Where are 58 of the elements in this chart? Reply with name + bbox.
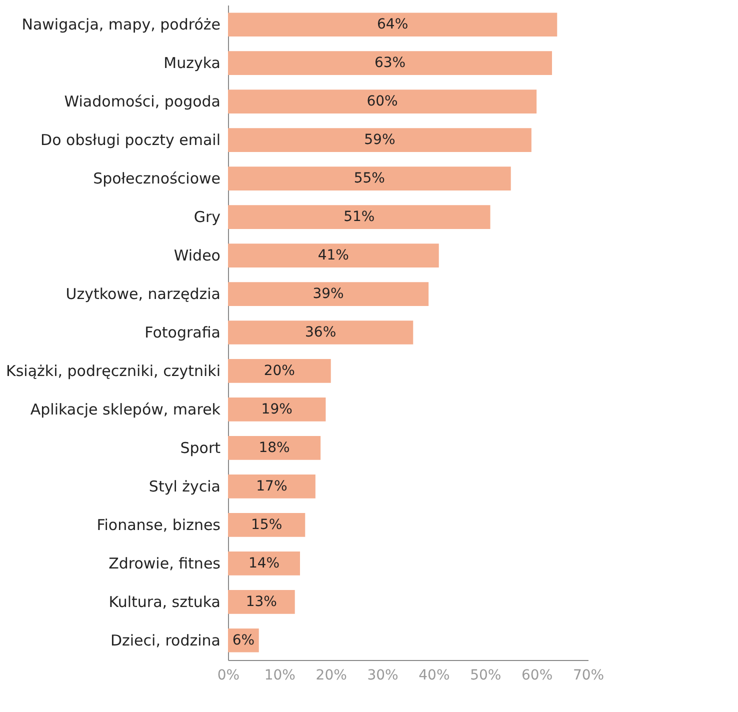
bar (228, 205, 490, 229)
y-tick-label: Fotografia (144, 324, 220, 342)
y-tick-label: Książki, podręczniki, czytniki (6, 362, 220, 380)
bar (228, 128, 532, 152)
y-tick-label: Styl życia (148, 477, 220, 496)
x-tick-label: 20% (316, 668, 347, 684)
bar (228, 512, 306, 537)
data-label: 18% (258, 440, 290, 456)
data-label: 51% (344, 209, 375, 226)
y-tick-label: Gry (194, 208, 221, 226)
bar (228, 551, 300, 576)
data-label: 17% (256, 478, 288, 494)
data-label: 15% (251, 516, 282, 533)
data-label: 36% (305, 324, 336, 340)
y-tick-label: Uzytkowe, narzędzia (66, 285, 220, 304)
y-tick-label: Nawigacja, mapy, podróże (22, 16, 220, 34)
bar (228, 90, 537, 114)
data-label: 63% (374, 55, 406, 72)
bar (228, 474, 316, 498)
bar (228, 590, 295, 614)
data-label: 6% (232, 632, 255, 648)
bar (228, 12, 558, 37)
data-label: 13% (246, 594, 277, 610)
y-tick-label: Społecznościowe (93, 170, 220, 188)
y-tick-label: Kultura, sztuka (108, 592, 220, 611)
bar (228, 398, 326, 422)
bar (228, 51, 552, 76)
y-tick-label: Fionanse, biznes (96, 516, 221, 534)
x-tick-label: 0% (217, 668, 240, 684)
x-tick-label: 60% (522, 668, 553, 684)
bar (228, 244, 439, 268)
y-tick-label: Wideo (174, 246, 220, 265)
x-tick-label: 70% (572, 668, 604, 684)
data-label: 41% (318, 248, 349, 264)
data-label: 60% (366, 94, 398, 110)
data-label: 19% (261, 401, 292, 418)
y-tick-label: Zdrowie, fitnes (108, 554, 221, 572)
data-label: 55% (354, 170, 385, 187)
y-tick-label: Aplikacje sklepów, marek (30, 400, 221, 418)
data-label: 20% (264, 362, 295, 379)
data-label: 59% (364, 132, 396, 148)
y-tick-label: Wiadomości, pogoda (64, 92, 220, 111)
data-label: 14% (248, 555, 280, 572)
bar (228, 359, 331, 383)
x-tick-label: 10% (264, 668, 296, 684)
y-tick-label: Muzyka (164, 54, 220, 72)
y-tick-label: Do obsługi poczty email (40, 131, 220, 150)
data-label: 64% (377, 16, 408, 33)
x-tick-label: 50% (470, 668, 502, 684)
x-tick-label: 30% (367, 668, 398, 684)
data-label: 39% (312, 286, 344, 302)
bar (228, 436, 321, 460)
x-tick-label: 40% (418, 668, 450, 684)
bar (228, 320, 414, 344)
y-tick-label: Dzieci, rodzina (110, 631, 220, 650)
bar (228, 166, 511, 190)
y-tick-label: Sport (180, 438, 221, 457)
bar (228, 282, 429, 306)
